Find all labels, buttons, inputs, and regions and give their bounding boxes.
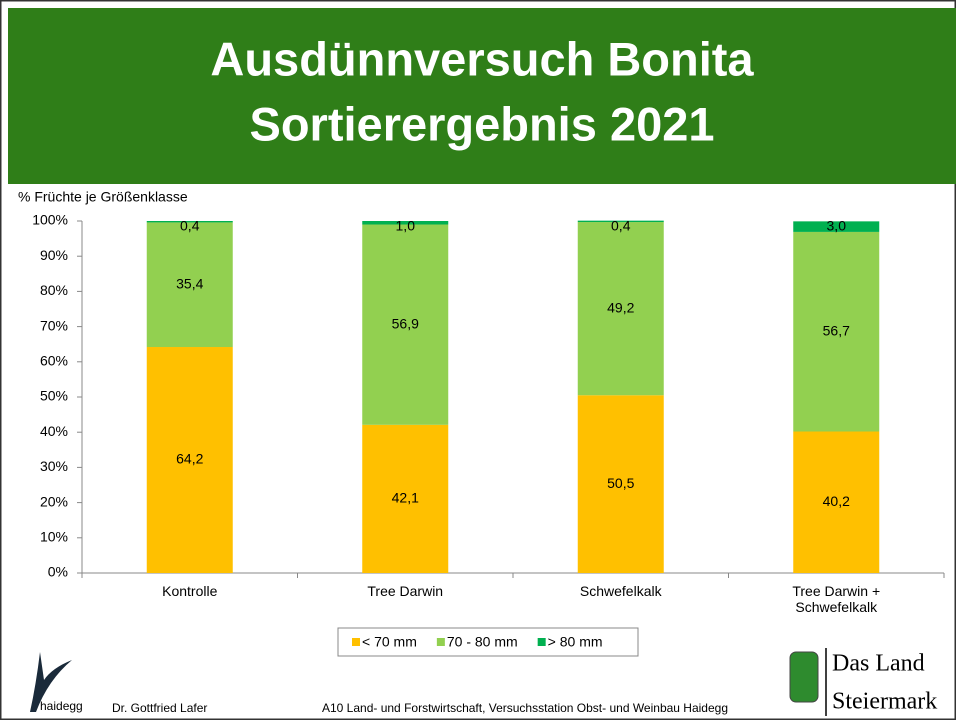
data-label: 64,2	[176, 451, 203, 467]
bar-segment	[793, 221, 880, 232]
bar-segment	[793, 231, 880, 432]
bar-segment	[146, 347, 233, 573]
legend-label: 70 - 80 mm	[447, 634, 518, 650]
y-tick-label: 10%	[40, 529, 68, 545]
slide-title: Ausdünnversuch Bonita	[210, 32, 754, 85]
data-label: 56,7	[823, 322, 850, 338]
bar-segment	[577, 220, 664, 223]
y-tick-label: 50%	[40, 388, 68, 404]
brand-text: Das Land	[832, 651, 925, 677]
bar-segment	[793, 431, 880, 573]
legend-label: > 80 mm	[548, 634, 603, 650]
x-tick-label: Tree Darwin + Schwefelkalk	[792, 583, 881, 615]
y-axis-title: % Früchte je Größenklasse	[18, 189, 188, 205]
bar-segment	[146, 222, 233, 348]
bar-segment	[146, 221, 233, 223]
bar-segment	[577, 222, 664, 396]
data-label: 0,4	[180, 218, 200, 234]
data-label: 42,1	[392, 490, 419, 506]
data-label: 40,2	[823, 493, 850, 509]
legend-box	[337, 627, 639, 657]
y-tick-label: 90%	[40, 247, 68, 263]
data-label: 0,4	[611, 218, 631, 234]
bar-segment	[362, 221, 449, 225]
y-tick-label: 30%	[40, 458, 68, 474]
bar-segment	[577, 395, 664, 573]
data-label: 56,9	[392, 315, 419, 331]
y-tick-label: 0%	[48, 564, 68, 580]
bar-segment	[362, 224, 449, 425]
x-tick-label: Tree Darwin	[367, 583, 444, 599]
y-tick-label: 40%	[40, 423, 68, 439]
legend-label: < 70 mm	[362, 634, 417, 650]
x-tick-label: Schwefelkalk	[579, 583, 662, 599]
y-tick-label: 60%	[40, 353, 68, 369]
data-label: 35,4	[176, 275, 203, 291]
footer-institution: A10 Land- und Forstwirtschaft, Versuchss…	[322, 701, 728, 715]
slide-title: Sortierergebnis 2021	[250, 97, 715, 150]
bar-segment	[362, 424, 449, 573]
y-tick-label: 100%	[32, 212, 68, 228]
logo-caption: haidegg	[40, 699, 83, 713]
data-label: 3,0	[827, 218, 847, 234]
coat-of-arms	[789, 651, 819, 703]
legend-swatch	[537, 638, 546, 646]
y-tick-label: 70%	[40, 317, 68, 333]
header-band	[8, 8, 956, 184]
legend-swatch	[436, 638, 445, 646]
y-tick-label: 20%	[40, 493, 68, 509]
logo-icon	[30, 652, 72, 712]
data-label: 50,5	[607, 475, 634, 491]
brand-text: Steiermark	[832, 689, 937, 715]
legend-swatch	[352, 638, 360, 646]
x-tick-label: Kontrolle	[162, 583, 218, 599]
data-label: 1,0	[396, 218, 416, 234]
y-tick-label: 80%	[40, 282, 68, 298]
data-label: 49,2	[607, 299, 634, 315]
footer-author: Dr. Gottfried Lafer	[112, 701, 207, 715]
